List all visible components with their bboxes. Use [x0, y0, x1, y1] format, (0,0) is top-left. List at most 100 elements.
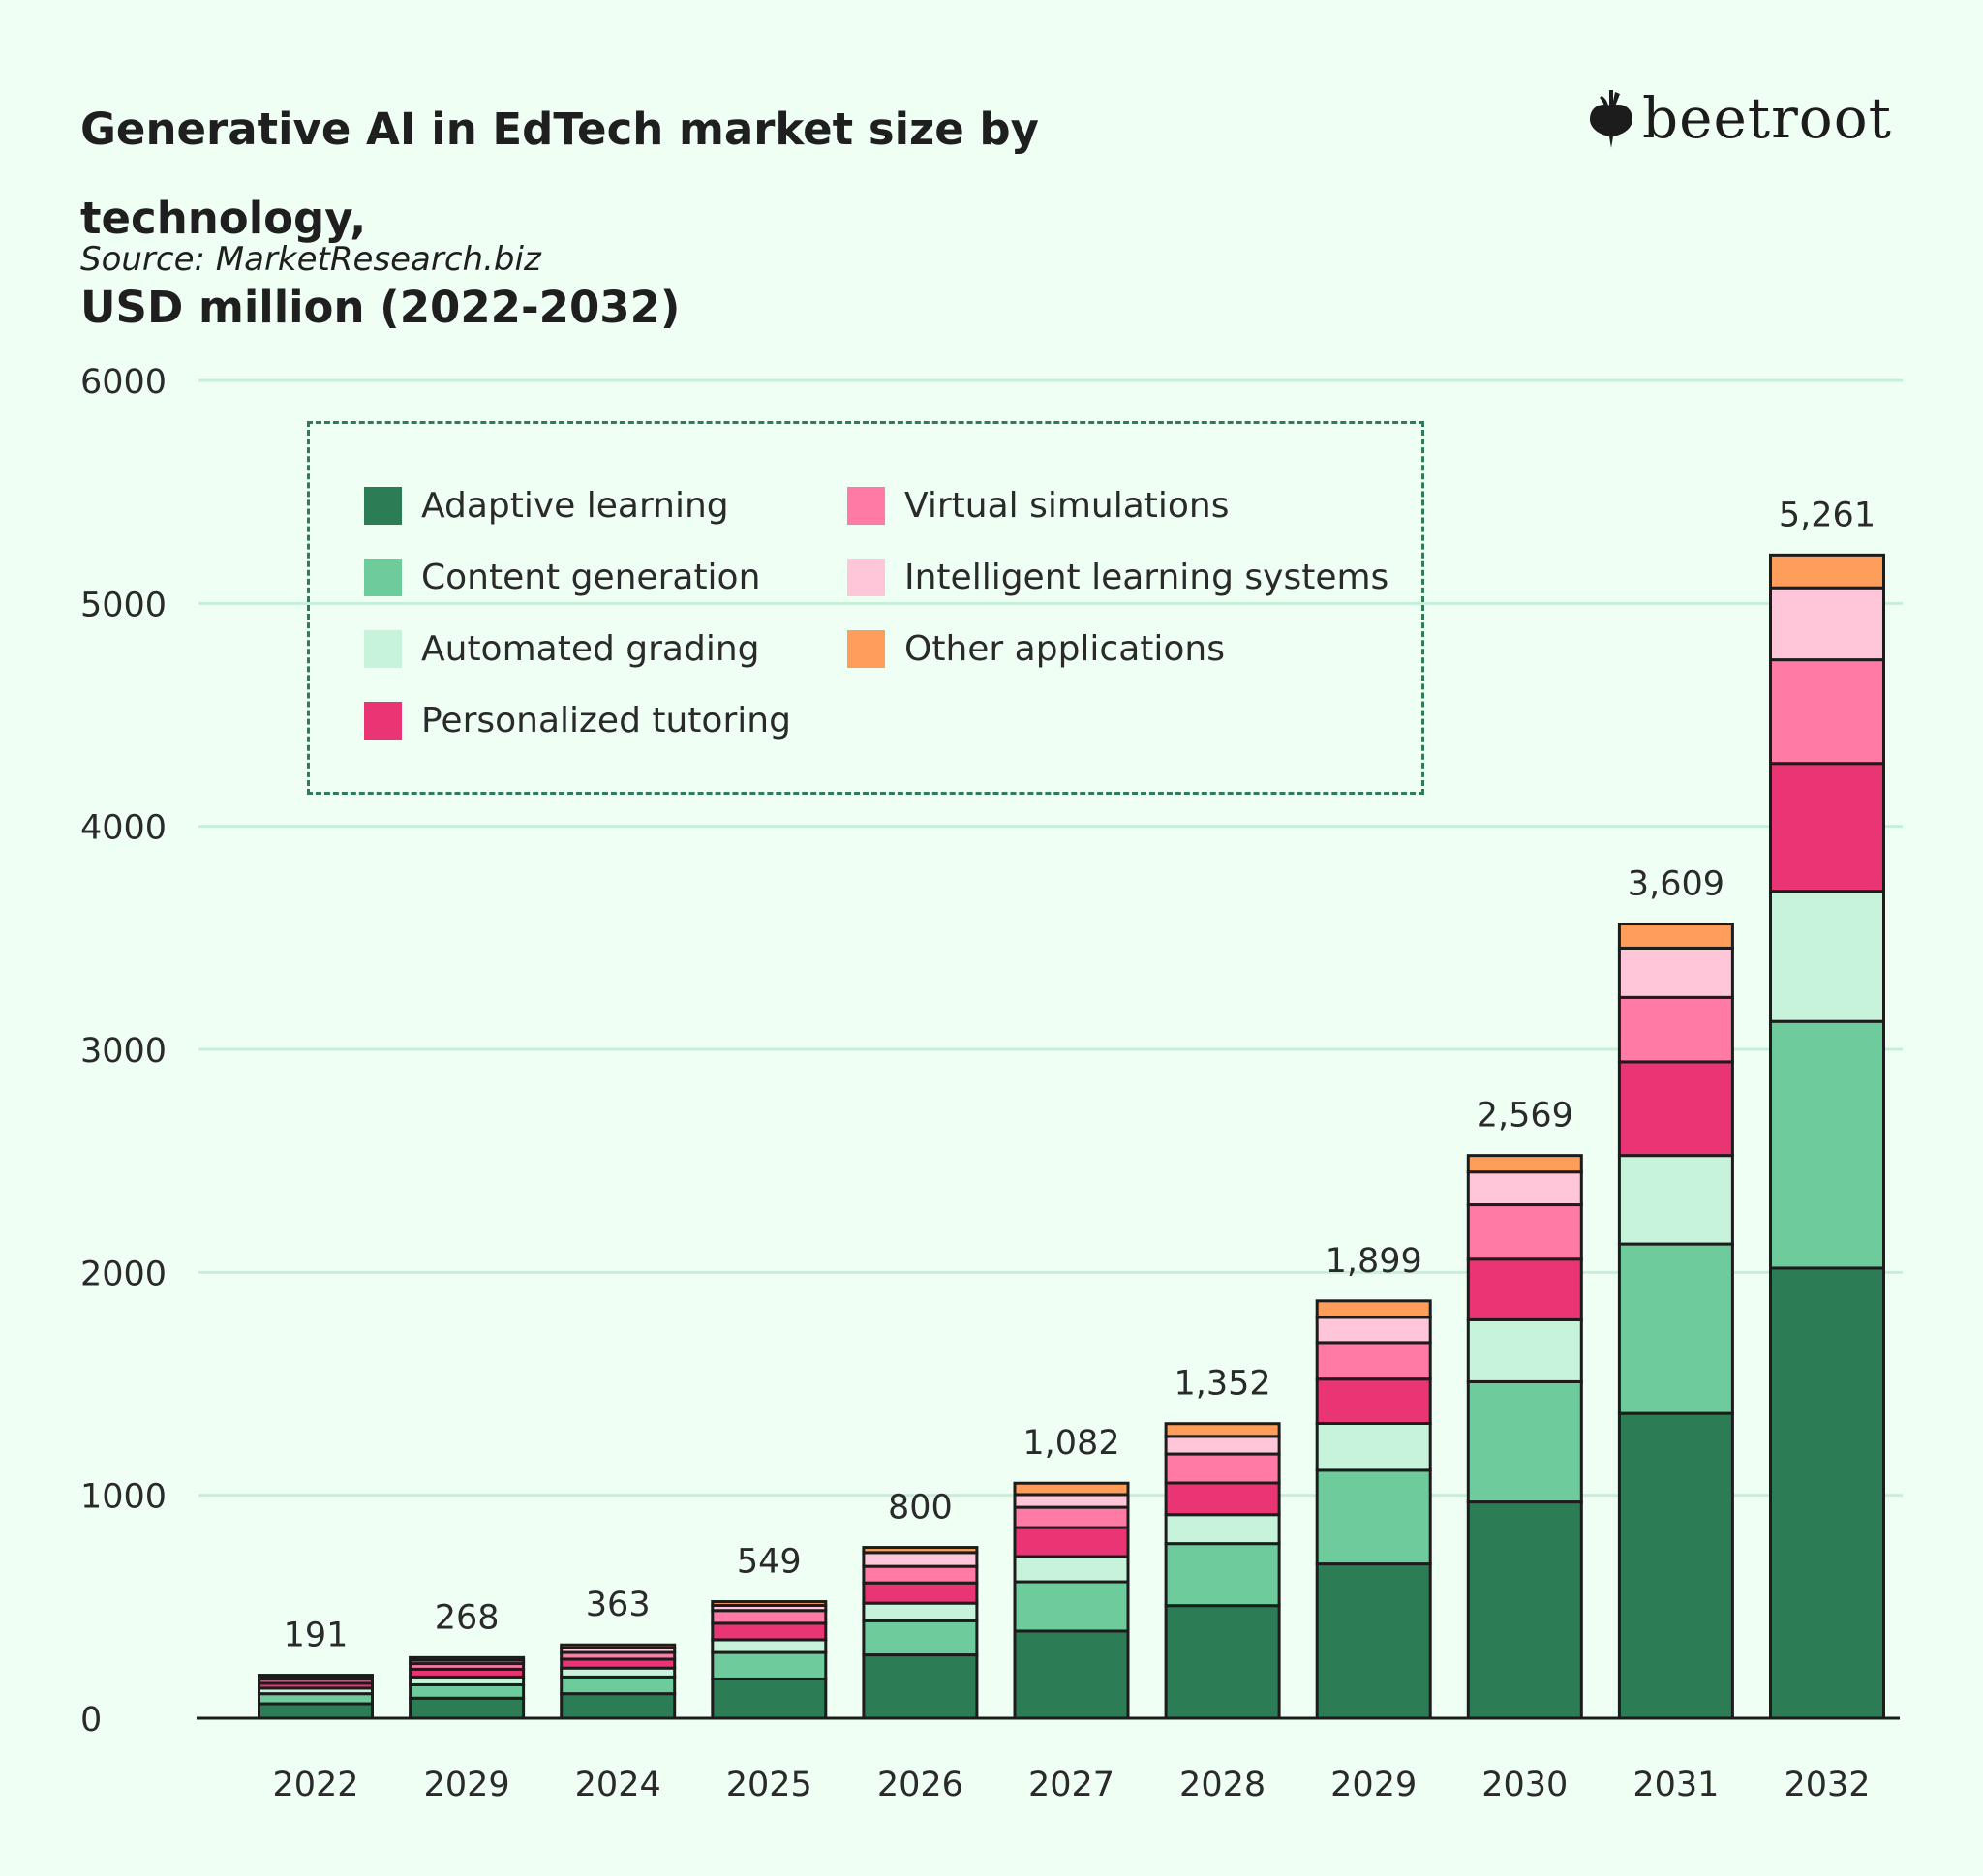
bar-segment-adaptive-learning	[711, 1677, 828, 1720]
bar-segment-content-generation	[1315, 1468, 1432, 1566]
legend-label: Content generation	[421, 558, 761, 597]
legend-item: Personalized tutoring	[364, 701, 791, 741]
bar-total-label: 549	[737, 1543, 802, 1582]
chart-title: Generative AI in EdTech market size by t…	[80, 85, 1339, 352]
bar-segment-personalized-tutoring	[1617, 1060, 1734, 1158]
bar-segment-intelligent-learning-systems	[1617, 946, 1734, 999]
bar-segment-personalized-tutoring	[1315, 1377, 1432, 1425]
x-tick-label: 2027	[1028, 1766, 1114, 1804]
legend-swatch	[364, 487, 402, 525]
source-note: Source: MarketResearch.biz	[80, 240, 541, 279]
bar-total-label: 2,569	[1477, 1097, 1573, 1135]
legend-item: Automated grading	[364, 629, 760, 669]
bar-segment-automated-grading	[862, 1601, 979, 1622]
bar-segment-personalized-tutoring	[711, 1621, 828, 1642]
bar-segment-other-applications	[258, 1674, 374, 1679]
y-tick-label: 6000	[80, 363, 167, 402]
bar-segment-adaptive-learning	[1013, 1629, 1130, 1720]
bar-segment-content-generation	[1466, 1379, 1583, 1504]
bar-segment-virtual-simulations	[1013, 1505, 1130, 1529]
bar-segment-virtual-simulations	[1617, 995, 1734, 1064]
bar-segment-virtual-simulations	[1466, 1203, 1583, 1261]
legend-item: Adaptive learning	[364, 486, 729, 526]
beetroot-logo: beetroot	[1588, 85, 1892, 151]
bar-segment-virtual-simulations	[1164, 1452, 1281, 1485]
x-tick-label: 2024	[575, 1766, 661, 1804]
logo-text: beetroot	[1642, 85, 1892, 151]
bar-segment-intelligent-learning-systems	[1164, 1435, 1281, 1456]
legend-label: Automated grading	[421, 629, 760, 669]
legend: Adaptive learning Content generation Autom…	[307, 421, 1424, 795]
bar-total-label: 1,899	[1326, 1242, 1422, 1281]
bar-segment-content-generation	[560, 1675, 677, 1696]
legend-swatch	[847, 630, 885, 668]
title-line-1: Generative AI in EdTech market size by t…	[80, 104, 1039, 244]
x-tick-label: 2026	[877, 1766, 963, 1804]
bar-segment-intelligent-learning-systems	[1013, 1493, 1130, 1509]
bar-segment-other-applications	[1013, 1481, 1130, 1497]
legend-swatch	[364, 702, 402, 740]
bar-segment-other-applications	[711, 1600, 828, 1607]
bar-segment-content-generation	[409, 1682, 526, 1700]
bar-segment-automated-grading	[1769, 890, 1885, 1023]
bar-segment-other-applications	[1315, 1299, 1432, 1319]
bar-segment-automated-grading	[1466, 1317, 1583, 1383]
x-tick-label: 2032	[1784, 1766, 1870, 1804]
y-tick-label: 3000	[80, 1032, 167, 1071]
x-tick-label: 2030	[1481, 1766, 1568, 1804]
legend-label: Other applications	[904, 629, 1225, 669]
bar-segment-other-applications	[409, 1655, 526, 1662]
bar-segment-intelligent-learning-systems	[1769, 586, 1885, 662]
bar-segment-adaptive-learning	[560, 1692, 677, 1720]
bar-segment-personalized-tutoring	[1164, 1481, 1281, 1517]
bar-segment-adaptive-learning	[1617, 1411, 1734, 1720]
legend-swatch	[847, 487, 885, 525]
bar-segment-adaptive-learning	[1466, 1500, 1583, 1720]
bar-segment-adaptive-learning	[862, 1653, 979, 1720]
bar-segment-other-applications	[1617, 923, 1734, 950]
bar-segment-adaptive-learning	[1769, 1266, 1885, 1720]
bar-total-label: 363	[586, 1586, 651, 1624]
x-tick-label: 2025	[726, 1766, 812, 1804]
bar-segment-other-applications	[862, 1546, 979, 1555]
legend-item: Intelligent learning systems	[847, 558, 1388, 597]
bar-segment-automated-grading	[1164, 1513, 1281, 1546]
y-tick-label: 1000	[80, 1478, 167, 1517]
bar-segment-personalized-tutoring	[1769, 762, 1885, 893]
bar-segment-intelligent-learning-systems	[862, 1551, 979, 1568]
bar-segment-virtual-simulations	[1315, 1341, 1432, 1381]
bar-segment-automated-grading	[711, 1638, 828, 1654]
bar-total-label: 191	[284, 1617, 349, 1655]
legend-label: Personalized tutoring	[421, 701, 791, 741]
bar-total-label: 800	[888, 1489, 953, 1528]
legend-item: Other applications	[847, 629, 1225, 669]
bar-segment-virtual-simulations	[862, 1564, 979, 1585]
title-line-2: USD million (2022-2032)	[80, 282, 681, 333]
legend-swatch	[364, 630, 402, 668]
bar-total-label: 1,352	[1174, 1365, 1270, 1404]
bar-segment-content-generation	[862, 1619, 979, 1657]
legend-swatch	[364, 559, 402, 596]
bar-segment-personalized-tutoring	[1013, 1526, 1130, 1558]
bar-segment-content-generation	[711, 1650, 828, 1680]
bar-segment-content-generation	[1617, 1242, 1734, 1415]
bar-total-label: 5,261	[1779, 496, 1876, 534]
y-tick-label: 2000	[80, 1255, 167, 1293]
bar-total-label: 268	[435, 1598, 500, 1637]
bar-segment-content-generation	[1013, 1580, 1130, 1633]
bar-segment-automated-grading	[1617, 1154, 1734, 1246]
bar-segment-other-applications	[1466, 1154, 1583, 1174]
bar-segment-personalized-tutoring	[1466, 1257, 1583, 1321]
x-tick-label: 2028	[1179, 1766, 1266, 1804]
x-tick-label: 2031	[1632, 1766, 1719, 1804]
y-tick-label: 5000	[80, 586, 167, 624]
bar-segment-content-generation	[258, 1692, 374, 1706]
y-tick-label: 4000	[80, 809, 167, 848]
legend-item: Virtual simulations	[847, 486, 1230, 526]
y-tick-label: 0	[80, 1701, 102, 1740]
legend-label: Intelligent learning systems	[904, 558, 1389, 597]
bar-segment-virtual-simulations	[711, 1609, 828, 1625]
bar-segment-other-applications	[560, 1643, 677, 1649]
bar-segment-intelligent-learning-systems	[1315, 1316, 1432, 1345]
